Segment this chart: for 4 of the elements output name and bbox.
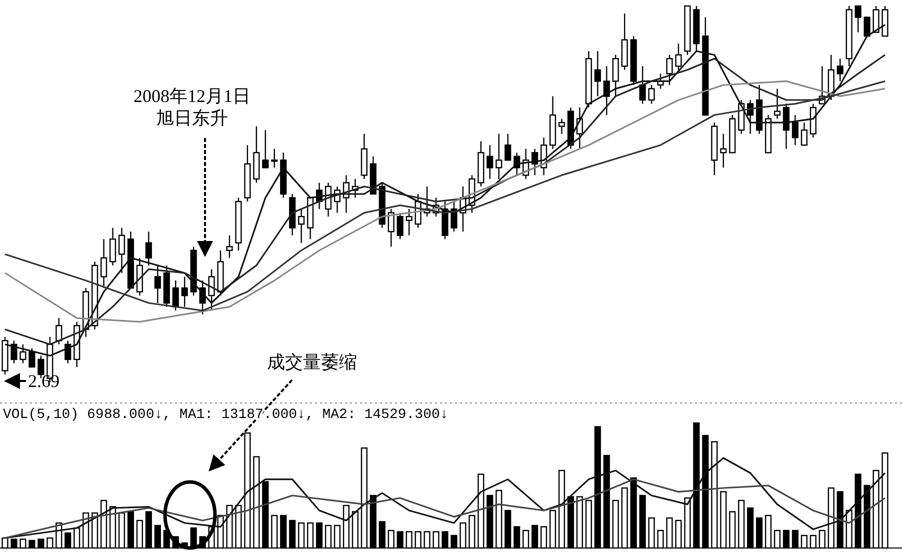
annotation: 2008年12月1日 [134,86,250,106]
annotation: 成交量萎缩 [267,352,357,372]
annotation: 2.69 [28,371,60,391]
annotation: 旭日东升 [156,108,228,128]
